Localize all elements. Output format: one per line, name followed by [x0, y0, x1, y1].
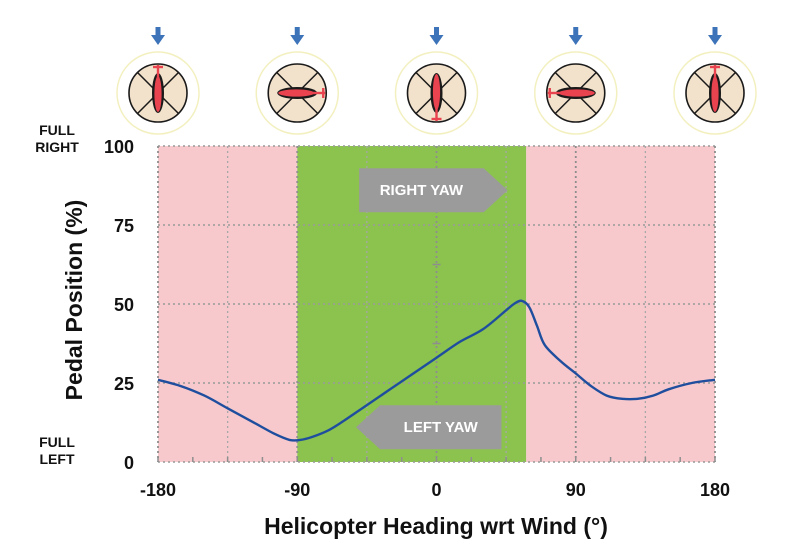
y-axis-title: Pedal Position (%) — [61, 200, 87, 401]
yaw-annotations: RIGHT YAW LEFT YAW — [356, 168, 508, 450]
annotation-label-0: RIGHT YAW — [380, 182, 464, 199]
y-tick-label-0: 0 — [124, 453, 134, 473]
x-tick-labels: -180 -90 0 90 180 — [140, 480, 730, 500]
wind-arrow-icon — [708, 27, 722, 45]
heading-icons — [116, 27, 757, 135]
x-tick-label-0: -180 — [140, 480, 176, 500]
y-tick-labels: 0 25 50 75 100 — [104, 137, 134, 473]
wind-arrow-icon — [429, 27, 444, 45]
helicopter-body — [558, 89, 595, 97]
wind-arrow-shaft — [712, 27, 718, 36]
y-tick-label-3: 75 — [114, 216, 134, 236]
y-tick-label-2: 50 — [114, 295, 134, 315]
helicopter-icon — [277, 87, 326, 99]
x-axis-title: Helicopter Heading wrt Wind (°) — [264, 513, 608, 539]
wind-arrow-shaft — [573, 27, 579, 36]
helicopter-body — [711, 76, 719, 112]
helicopter-icon — [547, 87, 596, 99]
y-tick-label-1: 25 — [114, 374, 134, 394]
heading-icon-4 — [673, 27, 757, 135]
annotation-arrow-left-yaw — [356, 405, 502, 450]
heading-icon-3 — [534, 27, 618, 135]
wind-arrow-head — [290, 35, 305, 45]
y-end-label-bottom-0: FULL — [39, 434, 75, 450]
wind-arrow-head — [151, 35, 165, 45]
helicopter-icon — [709, 65, 721, 113]
wind-arrow-shaft — [434, 27, 439, 36]
rotor-halo — [255, 51, 339, 135]
rotor-halo — [394, 51, 479, 135]
series-layer — [157, 299, 716, 442]
rotor-halo — [673, 51, 757, 135]
helicopter-body — [278, 89, 315, 97]
annotation-label-1: LEFT YAW — [404, 419, 479, 436]
x-tick-label-2: 0 — [431, 480, 441, 500]
x-tick-label-1: -90 — [284, 480, 310, 500]
helicopter-icon — [430, 73, 443, 121]
helicopter-icon — [152, 65, 164, 113]
wind-arrow-icon — [290, 27, 305, 45]
series-line-0 — [157, 299, 716, 442]
wind-arrow-head — [429, 35, 444, 45]
rotor-halo — [116, 51, 200, 135]
y-end-label-bottom-1: LEFT — [40, 451, 75, 467]
rotor-halo — [534, 51, 618, 135]
wind-arrow-head — [568, 35, 583, 45]
wind-arrow-shaft — [294, 27, 300, 36]
y-end-label-top-1: RIGHT — [35, 139, 79, 155]
annotation-arrow-right-yaw — [359, 168, 508, 213]
wind-arrow-icon — [151, 27, 165, 45]
y-tick-label-4: 100 — [104, 137, 134, 157]
x-tick-label-4: 180 — [700, 480, 730, 500]
heading-icon-0 — [116, 27, 200, 135]
heading-icon-1 — [255, 27, 339, 135]
wind-arrow-head — [708, 35, 722, 45]
wind-arrow-shaft — [155, 27, 161, 36]
heading-icon-2 — [394, 27, 479, 135]
helicopter-body — [432, 74, 441, 110]
x-tick-label-3: 90 — [566, 480, 586, 500]
helicopter-body — [154, 76, 162, 112]
wind-arrow-icon — [568, 27, 583, 45]
y-end-label-top-0: FULL — [39, 122, 75, 138]
